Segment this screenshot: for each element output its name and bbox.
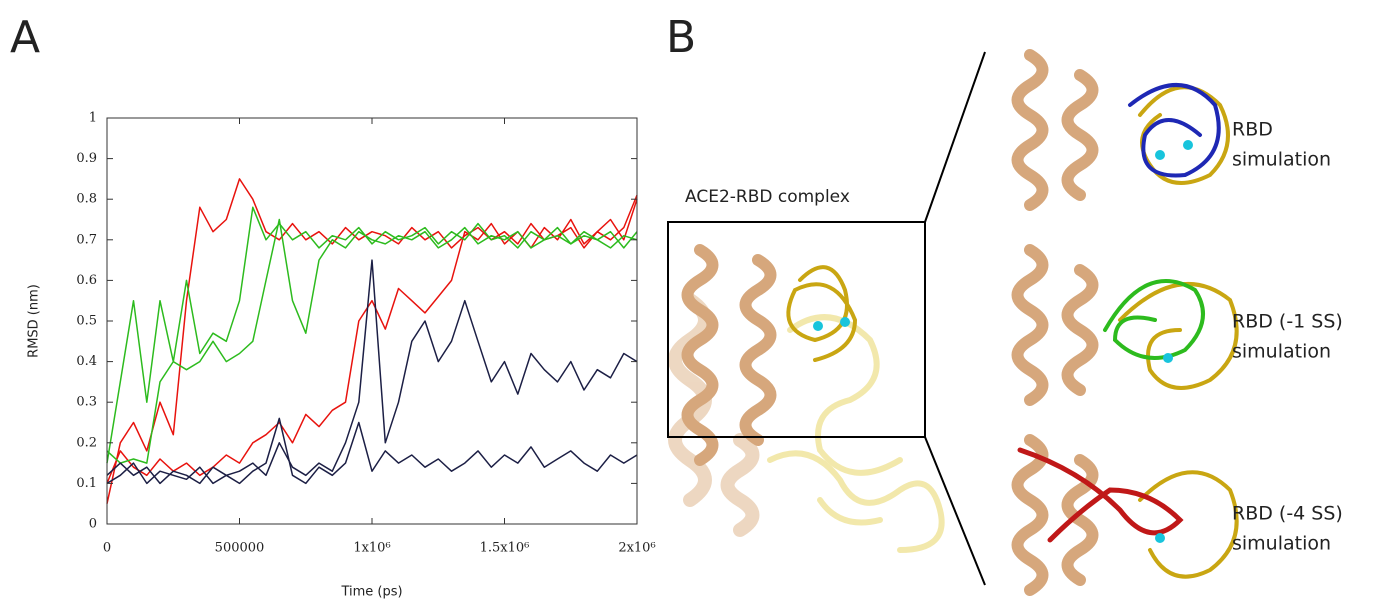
y-tick-label: 0.7	[76, 232, 97, 247]
y-axis-label: RMSD (nm)	[27, 284, 42, 358]
structure-label: simulation	[1232, 533, 1331, 555]
panel-label: B	[666, 12, 696, 63]
y-tick-label: 0.2	[76, 435, 97, 450]
zoom-line	[924, 51, 986, 223]
structure-panels	[1011, 49, 1239, 596]
y-tick-label: 0.8	[76, 192, 97, 207]
y-tick-label: 0.6	[76, 273, 97, 288]
structure-label: RBD (-1 SS)	[1232, 311, 1343, 333]
structure-label: RBD (-4 SS)	[1232, 503, 1343, 525]
x-tick-label: 0	[103, 541, 111, 556]
zoom-line	[924, 436, 986, 586]
data-line	[106, 417, 638, 485]
data-line	[106, 206, 638, 464]
inset-box	[667, 221, 926, 438]
structure-label: RBD	[1232, 119, 1273, 141]
x-axis-label: Time (ps)	[340, 585, 402, 600]
data-line	[106, 194, 638, 484]
x-tick-label: 500000	[215, 541, 265, 556]
y-tick-label: 0.3	[76, 395, 97, 410]
data-line	[106, 218, 638, 464]
panel-label: A	[10, 12, 40, 63]
y-tick-label: 0.4	[76, 354, 97, 369]
y-tick-label: 0	[89, 517, 97, 532]
y-tick-label: 0.9	[76, 151, 97, 166]
y-tick-label: 0.5	[76, 314, 97, 329]
structure-label: simulation	[1232, 149, 1331, 171]
y-tick-label: 1	[89, 111, 97, 126]
x-tick-label: 1.5x10⁶	[480, 541, 530, 556]
data-line	[106, 259, 638, 485]
complex-label: ACE2-RBD complex	[685, 187, 850, 207]
structure-label: simulation	[1232, 341, 1331, 363]
x-tick-label: 2x10⁶	[618, 541, 655, 556]
x-tick-label: 1x10⁶	[353, 541, 390, 556]
structure-illustration	[668, 244, 945, 553]
y-tick-label: 0.1	[76, 476, 97, 491]
